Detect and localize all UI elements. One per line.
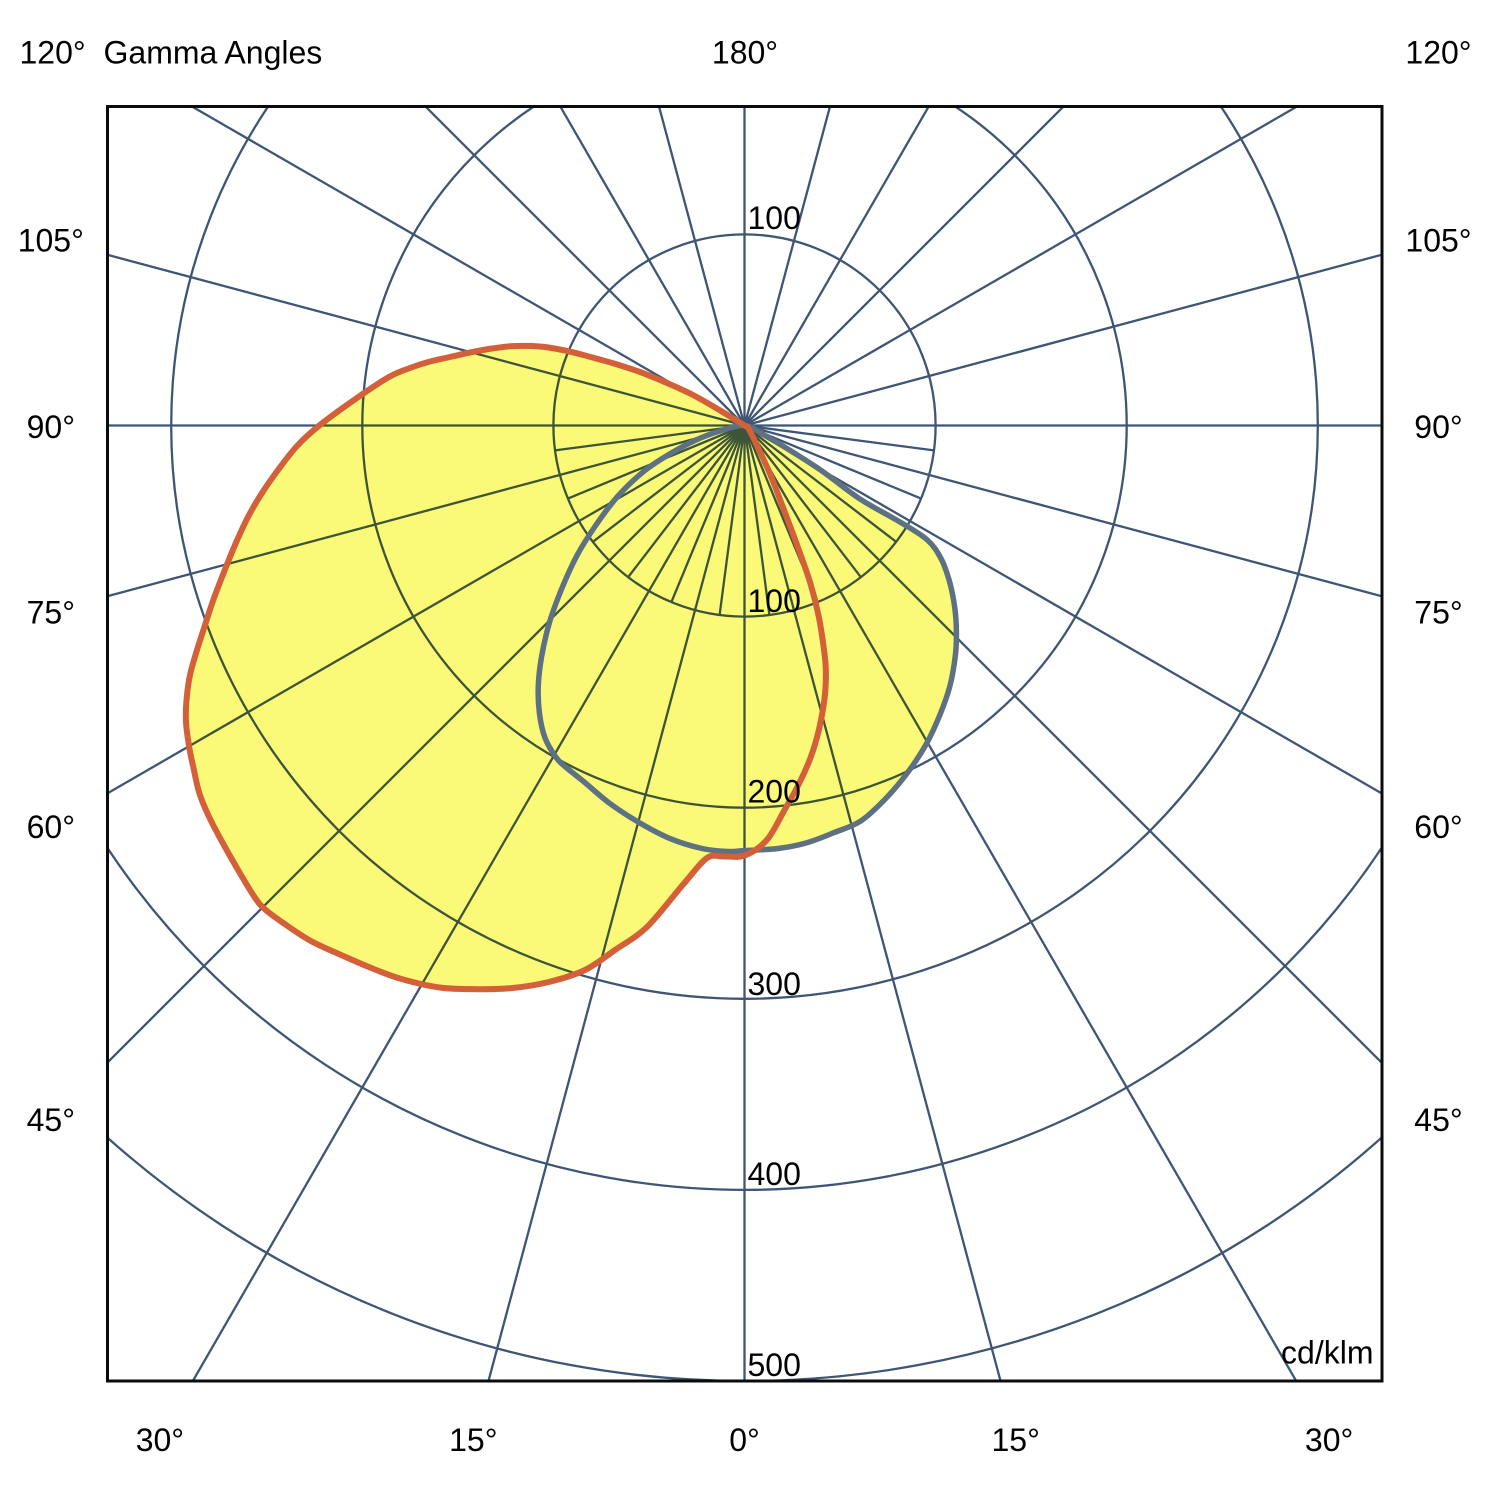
svg-text:60°: 60° [27, 809, 75, 845]
svg-text:400: 400 [748, 1156, 801, 1192]
svg-text:45°: 45° [27, 1102, 75, 1138]
svg-text:30°: 30° [136, 1422, 184, 1458]
svg-text:100: 100 [748, 583, 801, 619]
svg-text:30°: 30° [1305, 1422, 1353, 1458]
svg-text:90°: 90° [1414, 409, 1462, 445]
svg-text:120°: 120° [1405, 35, 1471, 71]
svg-text:0°: 0° [729, 1422, 760, 1458]
svg-text:500: 500 [748, 1347, 801, 1383]
svg-text:60°: 60° [1414, 809, 1462, 845]
svg-text:15°: 15° [449, 1422, 497, 1458]
svg-text:45°: 45° [1414, 1102, 1462, 1138]
svg-text:75°: 75° [1414, 594, 1462, 630]
svg-text:cd/klm: cd/klm [1281, 1335, 1373, 1371]
svg-text:15°: 15° [992, 1422, 1040, 1458]
svg-text:Gamma Angles: Gamma Angles [104, 35, 323, 71]
svg-text:120°: 120° [20, 35, 86, 71]
svg-text:75°: 75° [27, 594, 75, 630]
svg-text:180°: 180° [712, 35, 778, 71]
svg-text:105°: 105° [18, 223, 84, 259]
svg-text:300: 300 [748, 966, 801, 1002]
svg-text:100: 100 [748, 200, 801, 236]
svg-text:200: 200 [748, 774, 801, 810]
svg-text:105°: 105° [1405, 223, 1471, 259]
svg-text:90°: 90° [27, 409, 75, 445]
